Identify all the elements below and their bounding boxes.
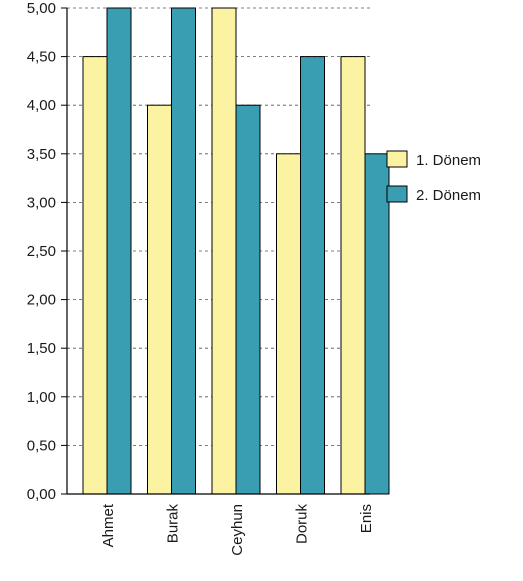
bar-ahmet-series-1: [82, 56, 108, 495]
bar-ceyhun-series-1: [211, 7, 237, 495]
bar-ceyhun-series-2: [235, 104, 261, 495]
y-tick-label: 5,00: [27, 0, 56, 17]
x-category-label: Ahmet: [100, 503, 117, 547]
y-axis-tick-labels: 0,00 0,50 1,00 1,50 2,00 2,50 3,00 3,50 4,00 4,50…: [27, 0, 56, 503]
y-tick-label: 3,50: [27, 146, 56, 163]
y-tick-label: 1,00: [27, 389, 56, 406]
bar-enis-series-1: [340, 56, 366, 495]
x-category-label: Doruk: [294, 504, 311, 545]
legend-label-series-2: 2. Dönem: [416, 187, 481, 204]
bar-burak-series-2: [171, 7, 196, 495]
y-tick-label: 2,50: [27, 243, 56, 260]
axes: [61, 7, 370, 495]
y-tick-label: 2,00: [27, 292, 56, 309]
y-tick-label: 0,50: [27, 437, 56, 454]
x-category-label: Enis: [358, 504, 375, 533]
legend: 1. Dönem 2. Dönem: [386, 150, 481, 204]
y-tick-label: 4,50: [27, 49, 56, 66]
x-category-label: Ceyhun: [229, 504, 246, 556]
legend-label-series-1: 1. Dönem: [416, 152, 481, 169]
x-axis-category-labels: Ahmet Burak Ceyhun Doruk Enis: [100, 503, 375, 556]
x-category-label: Burak: [165, 504, 182, 544]
bars-layer: [82, 7, 390, 495]
bar-doruk-series-1: [276, 153, 301, 495]
legend-swatch-series-1: [386, 150, 408, 168]
bar-ahmet-series-2: [106, 7, 132, 495]
y-tick-label: 0,00: [27, 486, 56, 503]
y-tick-label: 4,00: [27, 97, 56, 114]
y-tick-label: 1,50: [27, 340, 56, 357]
bar-doruk-series-2: [300, 56, 325, 495]
y-tick-label: 3,00: [27, 194, 56, 211]
bar-enis-series-2: [364, 153, 390, 495]
legend-swatch-series-2: [386, 185, 408, 203]
bar-burak-series-1: [147, 104, 172, 495]
